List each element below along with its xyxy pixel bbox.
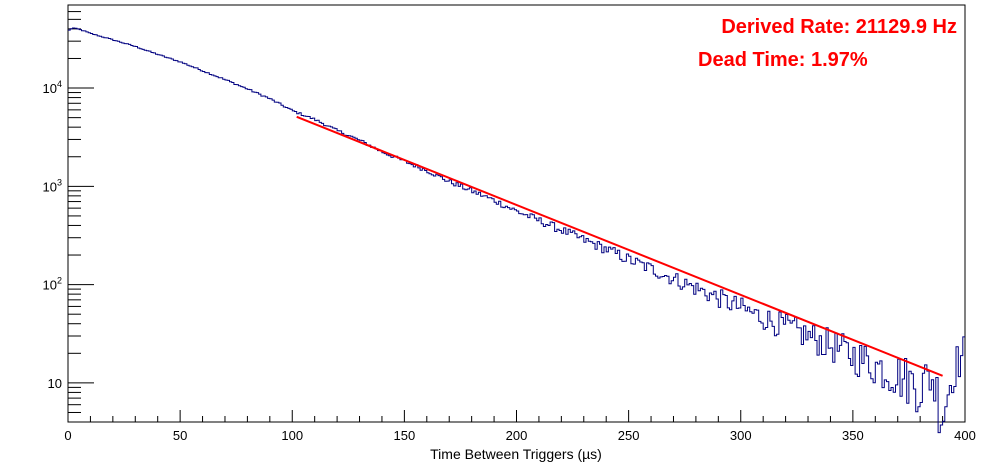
x-tick-label: 350 <box>842 428 864 443</box>
x-tick-label: 200 <box>506 428 528 443</box>
y-axis-ticks <box>68 4 94 423</box>
x-tick-label: 250 <box>618 428 640 443</box>
dead-time-annotation: Dead Time: 1.97% <box>698 49 868 71</box>
histogram-series-line <box>68 27 965 434</box>
x-axis-ticks <box>67 410 966 422</box>
y-tick-label: 103 <box>43 177 62 194</box>
x-tick-label: 150 <box>394 428 416 443</box>
x-tick-label: 400 <box>954 428 976 443</box>
x-tick-label: 300 <box>730 428 752 443</box>
x-tick-label: 50 <box>173 428 187 443</box>
x-axis-tick-labels: 0 50 100 150 200 250 300 350 400 <box>64 428 975 443</box>
x-axis-title: Time Between Triggers (µs) <box>430 446 602 462</box>
y-tick-label: 10 <box>48 376 62 391</box>
y-tick-label: 102 <box>43 276 62 293</box>
y-tick-label: 104 <box>43 79 62 96</box>
x-tick-label: 100 <box>281 428 303 443</box>
derived-rate-annotation: Derived Rate: 21129.9 Hz <box>721 16 957 38</box>
x-tick-label: 0 <box>64 428 71 443</box>
y-axis-tick-labels: 10 102 103 104 <box>43 79 62 391</box>
exponential-fit-line <box>296 115 943 377</box>
